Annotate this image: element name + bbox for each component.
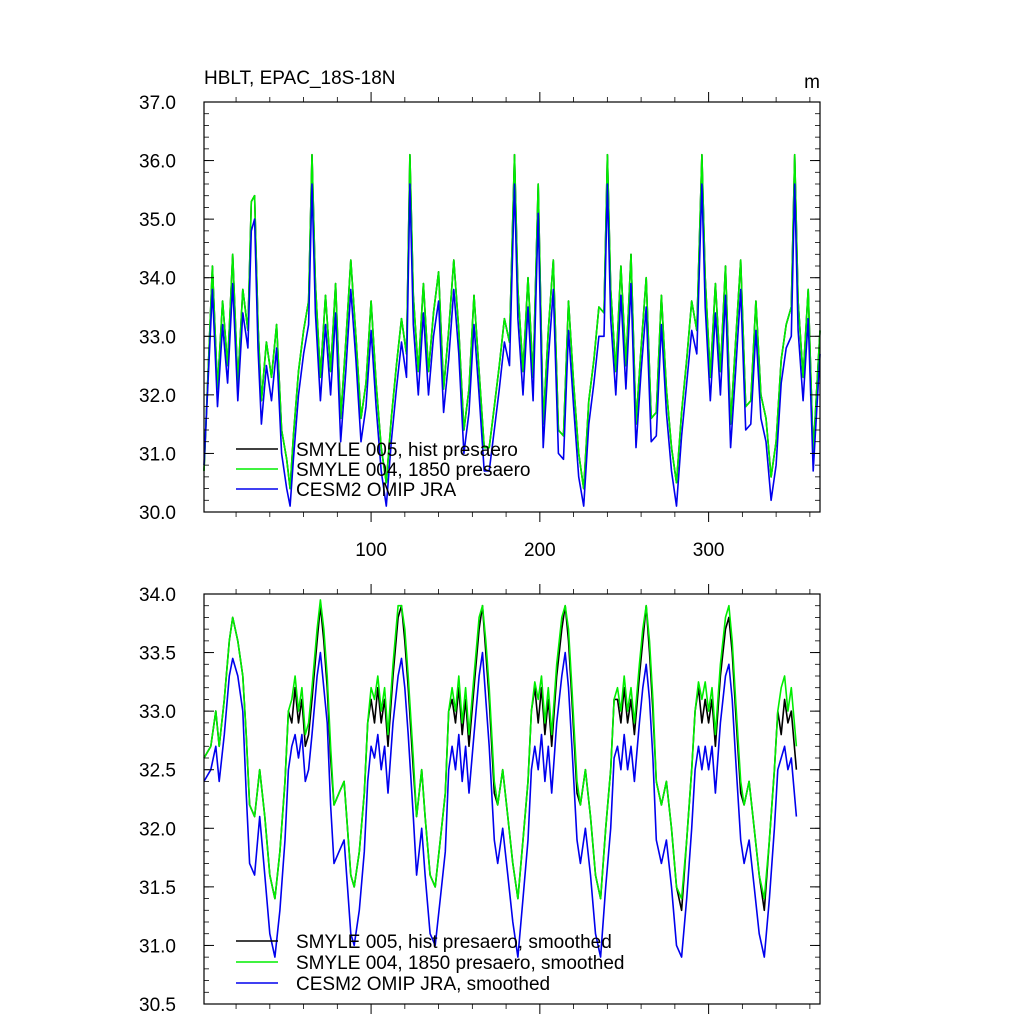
y-tick-label-1: 31.0 xyxy=(139,936,176,957)
legend-label-2: CESM2 OMIP JRA, smoothed xyxy=(296,974,550,995)
series-line-1 xyxy=(203,599,798,900)
y-tick-label-2: 31.5 xyxy=(139,878,176,899)
x-tick-label-0: 100 xyxy=(355,540,387,561)
x-tick-label-2: 300 xyxy=(693,540,725,561)
y-tick-label-1: 31.0 xyxy=(139,444,176,465)
series-line-2 xyxy=(203,183,821,507)
y-tick-label-7: 34.0 xyxy=(139,585,176,606)
legend-label-1: SMYLE 004, 1850 presaero xyxy=(296,460,531,481)
panel-top-hblt: HBLT, EPAC_18S-18N m 30.0 31.0 32.0 33.0 34.… xyxy=(139,68,821,561)
legend-label-0: SMYLE 005, hist presaero, smoothed xyxy=(296,932,612,953)
x-tick-label-1: 200 xyxy=(524,540,556,561)
series-lines xyxy=(203,599,798,958)
legend-label-0: SMYLE 005, hist presaero xyxy=(296,440,518,461)
legend: SMYLE 005, hist presaero, smoothedSMYLE … xyxy=(236,932,624,995)
y-tick-label-5: 35.0 xyxy=(139,210,176,231)
y-tick-label-4: 34.0 xyxy=(139,269,176,290)
panel-title: HBLT, EPAC_18S-18N xyxy=(204,68,396,89)
plot-frame xyxy=(203,593,821,1005)
series-lines xyxy=(203,153,821,507)
panel-bottom-hblt-smoothed: 30.5 31.0 31.5 32.0 32.5 33.0 33.5 34.0 SMYLE 0… xyxy=(139,584,821,1016)
axis-ticks: 30.5 31.0 31.5 32.0 32.5 33.0 33.5 34.0 xyxy=(139,584,820,1016)
plot-frame xyxy=(203,101,821,513)
units-label: m xyxy=(804,72,820,93)
y-tick-label-5: 33.0 xyxy=(139,702,176,723)
legend-label-2: CESM2 OMIP JRA xyxy=(296,480,456,501)
axis-ticks: 30.0 31.0 32.0 33.0 34.0 35.0 36.0 37.0 100 200 30… xyxy=(139,92,820,561)
y-tick-label-0: 30.0 xyxy=(139,503,176,524)
y-tick-label-6: 36.0 xyxy=(139,152,176,173)
y-tick-label-2: 32.0 xyxy=(139,386,176,407)
legend-label-1: SMYLE 004, 1850 presaero, smoothed xyxy=(296,953,624,974)
y-tick-label-3: 32.0 xyxy=(139,819,176,840)
y-tick-label-7: 37.0 xyxy=(139,93,176,114)
y-tick-label-6: 33.5 xyxy=(139,644,176,665)
y-tick-label-3: 33.0 xyxy=(139,327,176,348)
y-tick-label-4: 32.5 xyxy=(139,761,176,782)
series-line-2 xyxy=(203,651,798,958)
series-line-1 xyxy=(203,153,821,490)
y-tick-label-0: 30.5 xyxy=(139,995,176,1016)
